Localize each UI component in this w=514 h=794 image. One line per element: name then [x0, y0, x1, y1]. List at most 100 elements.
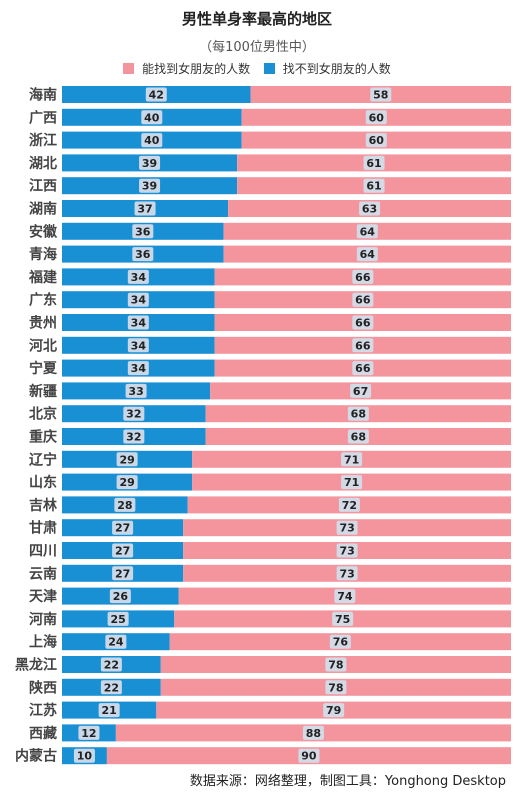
- data-label-can-find-bg: [359, 201, 381, 216]
- data-label-cannot-find: 25: [110, 613, 125, 626]
- bar-row: 陕西 22 78: [29, 678, 511, 696]
- data-label-can-find-bg: [347, 429, 369, 444]
- chart-title: 男性单身率最高的地区: [181, 10, 332, 28]
- data-label-can-find-bg: [323, 703, 345, 718]
- category-label: 黑龙江: [15, 657, 57, 674]
- data-label-can-find: 88: [306, 727, 321, 740]
- data-label-can-find: 68: [351, 408, 366, 421]
- data-label-cannot-find-bg: [98, 703, 120, 718]
- data-label-can-find: 66: [355, 294, 371, 307]
- category-label: 河南: [29, 611, 57, 628]
- data-label-can-find: 66: [355, 317, 371, 330]
- data-label-can-find-bg: [341, 475, 363, 490]
- data-label-can-find-bg: [352, 361, 374, 376]
- data-label-can-find: 90: [301, 750, 317, 763]
- data-label-cannot-find: 22: [104, 681, 119, 694]
- data-label-can-find: 73: [339, 545, 354, 558]
- bar-row: 江苏 21 79: [29, 701, 512, 719]
- data-label-cannot-find-bg: [145, 87, 167, 102]
- bar-row: 湖南 37 63: [29, 200, 511, 218]
- data-label-cannot-find-bg: [125, 383, 147, 398]
- bar-row: 河北 34 66: [29, 336, 511, 354]
- bar-row: 海南 42 58: [29, 86, 511, 104]
- data-label-cannot-find-bg: [100, 657, 122, 672]
- category-label: 陕西: [29, 679, 57, 696]
- data-label-cannot-find: 32: [126, 408, 141, 421]
- category-label: 重庆: [29, 429, 57, 446]
- category-label: 吉林: [29, 497, 57, 514]
- bar-row: 新疆 33 67: [29, 382, 512, 400]
- category-label: 广西: [29, 109, 57, 126]
- data-label-cannot-find-bg: [112, 520, 134, 535]
- data-label-cannot-find: 37: [137, 203, 152, 216]
- data-label-cannot-find: 32: [126, 431, 141, 444]
- data-label-cannot-find: 34: [131, 317, 147, 330]
- bar-row: 安徽 36 64: [29, 222, 511, 240]
- bar-row: 宁夏 34 66: [29, 359, 511, 377]
- data-label-cannot-find-bg: [114, 497, 136, 512]
- data-label-can-find: 73: [339, 567, 354, 580]
- data-label-can-find: 71: [344, 476, 359, 489]
- source-note: 数据来源：网络整理，制图工具：Yonghong Desktop: [189, 774, 506, 789]
- data-label-can-find: 66: [355, 339, 371, 352]
- legend-label-cannot-find: 找不到女朋友的人数: [282, 62, 391, 76]
- data-label-cannot-find: 33: [128, 385, 143, 398]
- data-label-can-find-bg: [352, 315, 374, 330]
- category-label: 湖南: [29, 201, 57, 218]
- data-label-cannot-find-bg: [73, 748, 95, 763]
- chart-subtitle: （每100位男性中）: [199, 40, 315, 55]
- bar-row: 青海 36 64: [29, 245, 511, 263]
- bar-row: 西藏 12 88: [29, 724, 511, 742]
- data-label-cannot-find-bg: [105, 634, 127, 649]
- category-label: 广东: [29, 292, 57, 309]
- legend-item-can-find[interactable]: 能找到女朋友的人数: [123, 60, 250, 77]
- category-label: 天津: [29, 588, 57, 605]
- data-label-can-find-bg: [365, 110, 387, 125]
- bar-row: 北京 32 68: [29, 405, 511, 423]
- category-label: 江西: [29, 178, 57, 195]
- data-label-can-find-bg: [370, 87, 392, 102]
- category-label: 海南: [29, 87, 57, 104]
- data-label-cannot-find: 27: [115, 522, 130, 535]
- data-label-cannot-find: 42: [149, 89, 164, 102]
- category-label: 安徽: [29, 223, 58, 240]
- category-label: 新疆: [29, 383, 57, 400]
- data-label-can-find-bg: [341, 452, 363, 467]
- bar-row: 广东 34 66: [29, 291, 511, 309]
- data-label-cannot-find: 22: [104, 659, 119, 672]
- data-label-cannot-find-bg: [127, 315, 149, 330]
- data-label-cannot-find: 27: [115, 567, 130, 580]
- data-label-can-find-bg: [347, 406, 369, 421]
- data-label-can-find-bg: [325, 657, 347, 672]
- category-label: 四川: [29, 544, 57, 560]
- data-label-can-find: 75: [335, 613, 350, 626]
- data-label-cannot-find: 27: [115, 545, 130, 558]
- data-label-cannot-find-bg: [123, 406, 145, 421]
- legend-item-cannot-find[interactable]: 找不到女朋友的人数: [263, 60, 391, 77]
- bar-row: 甘肃 27 73: [29, 519, 512, 537]
- data-label-cannot-find-bg: [127, 292, 149, 307]
- data-label-cannot-find: 34: [131, 339, 147, 352]
- category-label: 云南: [29, 565, 57, 582]
- data-label-can-find-bg: [352, 338, 374, 353]
- data-label-can-find-bg: [332, 611, 354, 626]
- data-label-can-find-bg: [338, 497, 360, 512]
- category-label: 青海: [29, 246, 57, 263]
- bar-row: 云南 27 73: [29, 564, 512, 582]
- bar-row: 河南 25 75: [29, 610, 511, 628]
- category-label: 西藏: [29, 725, 57, 742]
- data-label-cannot-find: 39: [142, 180, 157, 193]
- data-label-can-find-bg: [352, 292, 374, 307]
- legend: 能找到女朋友的人数 找不到女朋友的人数: [0, 60, 514, 77]
- category-label: 内蒙古: [15, 748, 57, 765]
- data-label-can-find-bg: [336, 543, 358, 558]
- bar-row: 广西 40 60: [29, 108, 511, 126]
- data-label-cannot-find-bg: [123, 429, 145, 444]
- data-label-can-find: 66: [355, 271, 371, 284]
- data-label-can-find-bg: [363, 178, 385, 193]
- data-label-cannot-find-bg: [141, 110, 163, 125]
- data-label-can-find-bg: [329, 634, 351, 649]
- category-label: 湖北: [29, 156, 57, 172]
- data-label-cannot-find-bg: [132, 247, 154, 262]
- data-label-cannot-find: 10: [77, 750, 93, 763]
